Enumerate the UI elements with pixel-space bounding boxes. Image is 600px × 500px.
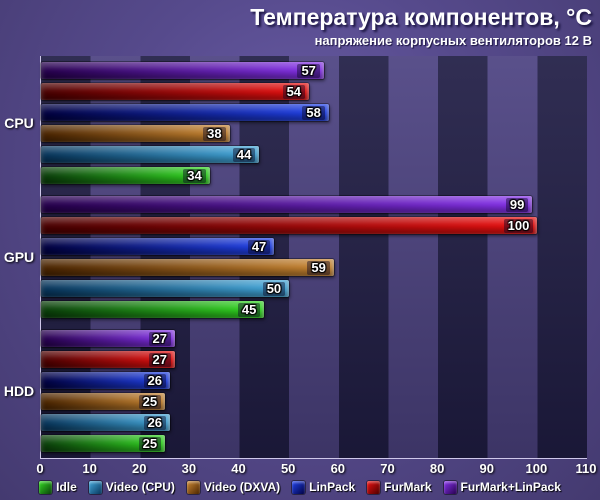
x-tick-label: 30	[181, 461, 197, 476]
bar-row: 99	[41, 196, 587, 213]
x-tick-label: 100	[525, 461, 548, 476]
legend-swatch	[443, 480, 457, 494]
bar-row: 25	[41, 393, 587, 410]
legend-label: FurMark	[384, 480, 432, 494]
bar-row: 47	[41, 238, 587, 255]
x-tick-label: 0	[36, 461, 44, 476]
bar-value: 38	[203, 126, 226, 141]
bar-row: 26	[41, 372, 587, 389]
legend-item: Video (CPU)	[88, 480, 175, 494]
legend-item: FurMark+LinPack	[443, 480, 561, 494]
bar-value: 54	[282, 84, 306, 99]
bar-row: 34	[41, 167, 587, 184]
legend-swatch	[88, 480, 102, 494]
bar: 100	[41, 217, 538, 234]
legend-swatch	[39, 480, 53, 494]
bar-value: 27	[148, 352, 172, 367]
bar-row: 38	[41, 125, 587, 142]
legend-label: LinPack	[309, 480, 356, 494]
bar-group-cpu: 57 54 58 38 44 34	[41, 56, 587, 190]
bar: 27	[41, 330, 176, 347]
category-label-gpu: GPU	[3, 249, 35, 265]
bar-row: 25	[41, 435, 587, 452]
bar: 26	[41, 414, 171, 431]
bar: 26	[41, 372, 171, 389]
bar: 47	[41, 238, 275, 255]
bar-value: 50	[262, 281, 286, 296]
bar-row: 26	[41, 414, 587, 431]
bar-row: 57	[41, 62, 587, 79]
bar-value: 34	[183, 168, 206, 183]
bar-group-hdd: 27 27 26 25 26 25	[41, 324, 587, 458]
legend-item: LinPack	[292, 480, 355, 494]
bar: 45	[41, 301, 265, 318]
bar-value: 26	[143, 373, 167, 388]
bar-row: 59	[41, 259, 587, 276]
bar-row: 27	[41, 351, 587, 368]
bar-value: 25	[138, 394, 162, 409]
legend-label: FurMark+LinPack	[460, 480, 561, 494]
bar-row: 54	[41, 83, 587, 100]
x-tick-label: 60	[330, 461, 346, 476]
x-tick-label: 40	[231, 461, 246, 476]
chart-title: Температура компонентов, °C	[250, 4, 592, 30]
bar-value: 26	[143, 415, 167, 430]
bar-value: 99	[505, 197, 529, 212]
x-tick-label: 10	[82, 461, 97, 476]
bar-row: 44	[41, 146, 587, 163]
x-tick-label: 50	[280, 461, 296, 476]
bar-value: 57	[297, 63, 320, 78]
legend-swatch	[367, 480, 381, 494]
legend-swatch	[292, 480, 306, 494]
category-label-hdd: HDD	[3, 383, 35, 399]
legend-item: FurMark	[367, 480, 432, 494]
bar: 44	[41, 146, 260, 163]
bar: 25	[41, 393, 166, 410]
bar-row: 45	[41, 301, 587, 318]
bar-row: 27	[41, 330, 587, 347]
bar: 99	[41, 196, 533, 213]
legend-swatch	[186, 480, 200, 494]
bar: 38	[41, 125, 230, 142]
x-axis: 0 10 20 30 40 50 60 70 80 90 100 110	[36, 461, 596, 477]
bar: 25	[41, 435, 166, 452]
bar: 59	[41, 259, 334, 276]
category-label-cpu: CPU	[4, 115, 34, 131]
bar: 50	[41, 280, 290, 297]
bar-value: 25	[138, 436, 162, 451]
bar-row: 100	[41, 217, 587, 234]
bar: 58	[41, 104, 329, 121]
bar: 27	[41, 351, 176, 368]
bar: 54	[41, 83, 310, 100]
x-tick-label: 80	[429, 461, 445, 476]
bar-group-gpu: 99 100 47 59 50 45	[41, 190, 587, 324]
bar-value: 45	[237, 302, 261, 317]
legend-item: Idle	[39, 480, 77, 494]
x-tick-label: 20	[132, 461, 147, 476]
bar: 34	[41, 167, 210, 184]
x-tick-label: 70	[380, 461, 395, 476]
bar-value: 27	[148, 331, 172, 346]
bar-row: 50	[41, 280, 587, 297]
bar-value: 44	[232, 147, 256, 162]
legend-label: Video (DXVA)	[203, 480, 281, 494]
bar: 57	[41, 62, 324, 79]
bar-value: 58	[302, 105, 325, 120]
x-tick-label: 110	[575, 461, 597, 476]
category-labels: CPU GPU HDD	[0, 56, 38, 458]
legend-item: Video (DXVA)	[186, 480, 281, 494]
bar-value: 47	[247, 239, 271, 254]
legend-label: Video (CPU)	[105, 480, 175, 494]
bar-row: 58	[41, 104, 587, 121]
legend-label: Idle	[56, 480, 77, 494]
legend: Idle Video (CPU) Video (DXVA) LinPack FurMar…	[0, 480, 600, 494]
x-tick-label: 90	[479, 461, 494, 476]
chart-subtitle: напряжение корпусных вентиляторов 12 В	[314, 33, 592, 48]
bar-value: 100	[503, 218, 534, 233]
bar-value: 59	[307, 260, 330, 275]
plot-area: 57 54 58 38 44 34 99 100 47 59 50 45 27 27 26 25 26 25	[40, 56, 587, 459]
